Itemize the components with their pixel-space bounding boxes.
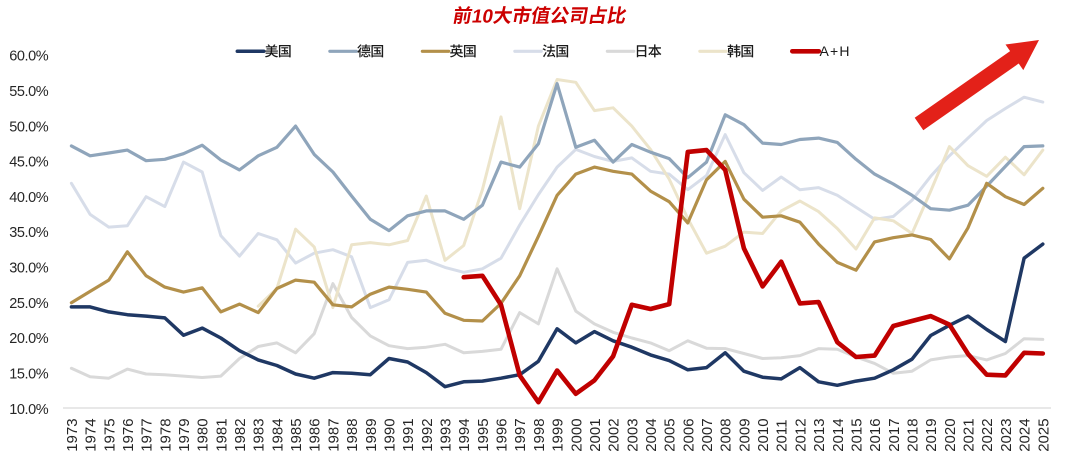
svg-text:1976: 1976 xyxy=(120,418,137,451)
svg-text:1998: 1998 xyxy=(531,418,548,451)
svg-text:1999: 1999 xyxy=(550,418,567,451)
svg-text:0: 0 xyxy=(481,6,495,27)
svg-text:45.0%: 45.0% xyxy=(9,155,49,171)
svg-text:40.0%: 40.0% xyxy=(9,190,49,206)
svg-text:1977: 1977 xyxy=(139,418,156,451)
svg-text:2006: 2006 xyxy=(680,418,697,451)
svg-text:2004: 2004 xyxy=(643,418,660,451)
svg-text:2009: 2009 xyxy=(736,418,753,451)
svg-text:2015: 2015 xyxy=(849,418,866,451)
svg-text:2002: 2002 xyxy=(606,418,623,451)
svg-text:2012: 2012 xyxy=(792,418,809,451)
svg-text:2022: 2022 xyxy=(979,418,996,451)
svg-text:2020: 2020 xyxy=(942,418,959,451)
svg-text:25.0%: 25.0% xyxy=(9,296,49,312)
svg-text:1978: 1978 xyxy=(157,418,174,451)
svg-text:2000: 2000 xyxy=(568,418,585,451)
svg-text:1982: 1982 xyxy=(232,418,249,451)
svg-text:2023: 2023 xyxy=(998,418,1015,451)
svg-text:1994: 1994 xyxy=(456,418,473,451)
svg-text:1990: 1990 xyxy=(382,418,399,451)
svg-text:1973: 1973 xyxy=(64,418,81,451)
svg-text:1996: 1996 xyxy=(494,418,511,451)
svg-text:1987: 1987 xyxy=(325,418,342,451)
svg-text:A+H: A+H xyxy=(820,43,851,59)
svg-text:1989: 1989 xyxy=(363,418,380,451)
svg-text:1991: 1991 xyxy=(400,418,417,451)
svg-text:50.0%: 50.0% xyxy=(9,119,49,135)
svg-text:1992: 1992 xyxy=(419,418,436,451)
svg-text:2016: 2016 xyxy=(867,418,884,451)
svg-text:1981: 1981 xyxy=(213,418,230,451)
svg-text:1983: 1983 xyxy=(251,418,268,451)
svg-text:2013: 2013 xyxy=(811,418,828,451)
svg-text:1995: 1995 xyxy=(475,418,492,451)
svg-text:2024: 2024 xyxy=(1017,418,1034,451)
svg-text:2007: 2007 xyxy=(699,418,716,451)
svg-text:1986: 1986 xyxy=(307,418,324,451)
svg-text:2017: 2017 xyxy=(886,418,903,451)
svg-text:2005: 2005 xyxy=(662,418,679,451)
svg-text:2025: 2025 xyxy=(1035,418,1052,451)
svg-text:1974: 1974 xyxy=(83,418,100,451)
svg-text:1993: 1993 xyxy=(438,418,455,451)
svg-text:60.0%: 60.0% xyxy=(9,49,49,65)
svg-text:1975: 1975 xyxy=(101,418,118,451)
svg-text:1979: 1979 xyxy=(176,418,193,451)
svg-text:30.0%: 30.0% xyxy=(9,261,49,277)
svg-text:2003: 2003 xyxy=(624,418,641,451)
svg-text:1980: 1980 xyxy=(195,418,212,451)
svg-text:2019: 2019 xyxy=(923,418,940,451)
svg-text:2008: 2008 xyxy=(718,418,735,451)
svg-text:15.0%: 15.0% xyxy=(9,367,49,383)
svg-text:35.0%: 35.0% xyxy=(9,225,49,241)
svg-text:2021: 2021 xyxy=(961,418,978,451)
svg-text:1: 1 xyxy=(470,6,485,27)
svg-text:1985: 1985 xyxy=(288,418,305,451)
svg-text:2014: 2014 xyxy=(830,418,847,451)
svg-text:20.0%: 20.0% xyxy=(9,331,49,347)
svg-text:1997: 1997 xyxy=(512,418,529,451)
svg-text:2001: 2001 xyxy=(587,418,604,451)
svg-text:2011: 2011 xyxy=(774,420,791,452)
svg-text:1988: 1988 xyxy=(344,418,361,451)
svg-text:2018: 2018 xyxy=(905,418,922,451)
svg-text:10.0%: 10.0% xyxy=(9,402,49,418)
svg-text:55.0%: 55.0% xyxy=(9,84,49,100)
svg-text:2010: 2010 xyxy=(755,418,772,451)
svg-text:1984: 1984 xyxy=(269,418,286,451)
